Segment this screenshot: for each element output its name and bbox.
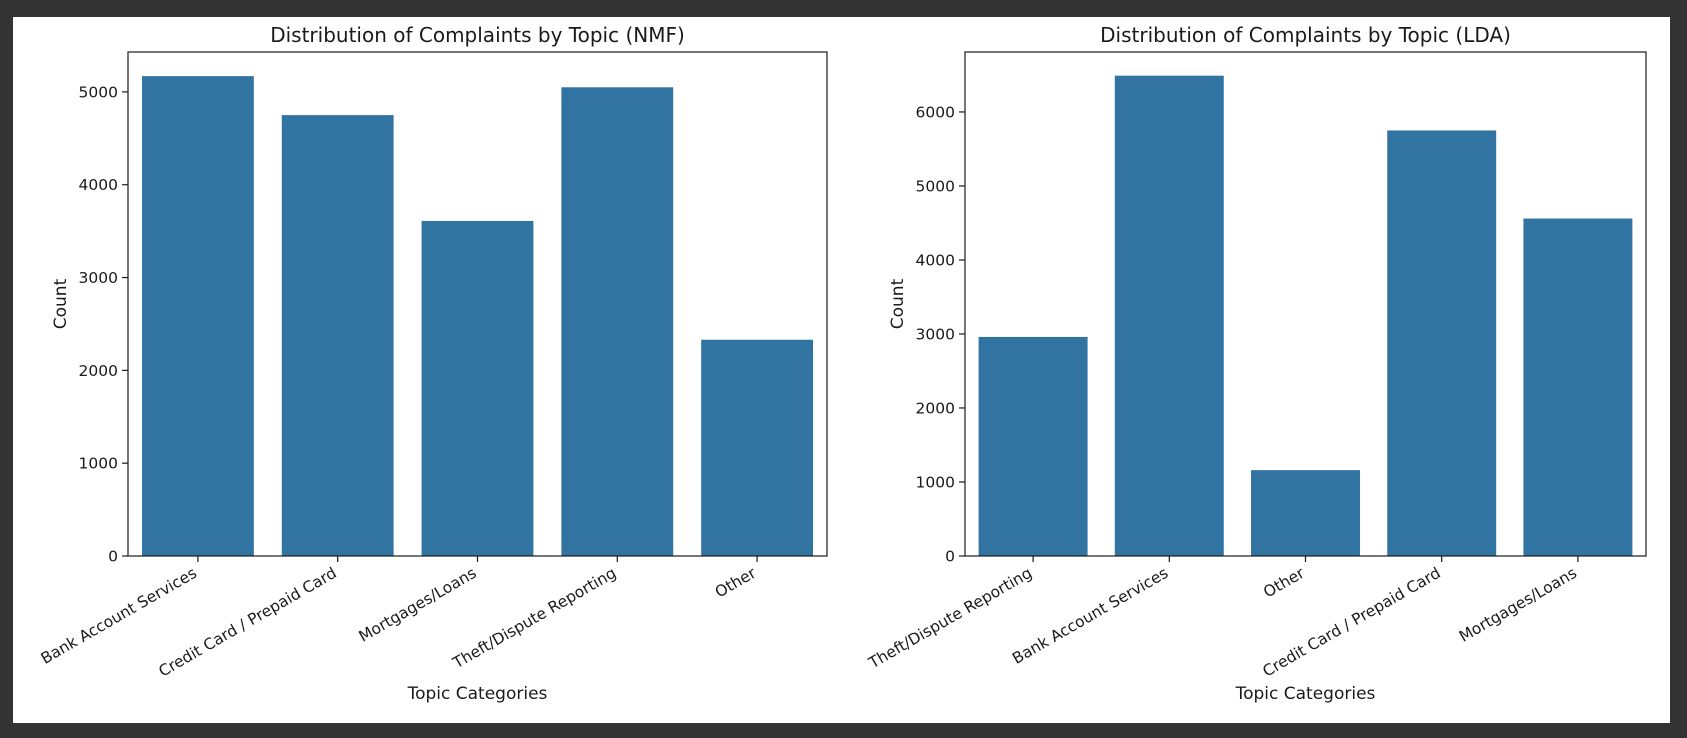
bar — [1523, 218, 1633, 556]
bar-group — [141, 76, 814, 557]
bar — [561, 87, 674, 556]
chart-nmf: Distribution of Complaints by Topic (NMF… — [38, 23, 828, 704]
x-tick-label: Bank Account Services — [38, 564, 200, 668]
figure: Distribution of Complaints by Topic (NMF… — [13, 17, 1670, 723]
y-tick-label: 2000 — [79, 362, 118, 380]
x-axis-label: Topic Categories — [407, 684, 548, 704]
x-tick-label: Mortgages/Loans — [356, 564, 480, 646]
y-tick-label: 4000 — [79, 176, 118, 194]
chart-lda: Distribution of Complaints by Topic (LDA… — [865, 23, 1647, 704]
x-tick-label: Mortgages/Loans — [1456, 564, 1580, 646]
x-tick-label: Theft/Dispute Reporting — [865, 564, 1035, 673]
x-tick-label: Other — [712, 564, 760, 602]
y-tick-label: 4000 — [916, 251, 955, 269]
bar — [281, 115, 394, 556]
bar — [141, 76, 254, 556]
y-tick-label: 5000 — [79, 83, 118, 101]
y-tick-label: 5000 — [916, 177, 955, 195]
y-axis-label: Count — [51, 278, 71, 329]
x-tick-label: Other — [1260, 564, 1308, 602]
bar — [1251, 470, 1360, 556]
y-axis: 0 1000 2000 3000 4000 5000 — [79, 83, 128, 566]
bar-group — [978, 75, 1633, 557]
bar — [1387, 130, 1497, 556]
y-tick-label: 6000 — [916, 103, 955, 121]
bar — [421, 220, 534, 557]
y-axis: 0 1000 2000 3000 4000 5000 6000 — [916, 103, 965, 566]
y-tick-label: 1000 — [79, 455, 118, 473]
y-tick-label: 0 — [945, 548, 955, 566]
plot-frame — [964, 51, 1647, 557]
bar — [978, 336, 1088, 556]
y-tick-label: 0 — [108, 548, 118, 566]
plot-frame — [127, 51, 828, 557]
y-tick-label: 1000 — [916, 473, 955, 491]
chart-title: Distribution of Complaints by Topic (LDA… — [1100, 23, 1511, 47]
chart-figure: Distribution of Complaints by Topic (NMF… — [38, 23, 1647, 704]
y-axis-label: Count — [888, 278, 908, 329]
y-tick-label: 2000 — [916, 399, 955, 417]
y-tick-label: 3000 — [916, 325, 955, 343]
bar — [701, 339, 814, 556]
bar — [1114, 75, 1224, 557]
x-axis-label: Topic Categories — [1235, 684, 1376, 704]
chart-title: Distribution of Complaints by Topic (NMF… — [270, 23, 685, 47]
y-tick-label: 3000 — [79, 269, 118, 287]
